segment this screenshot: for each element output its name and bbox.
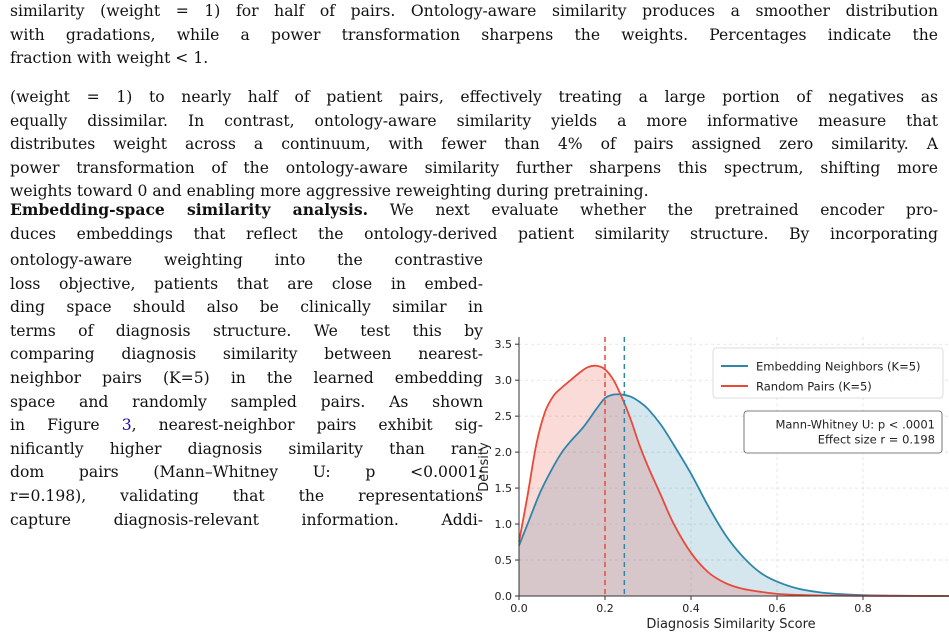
density-line-random [518, 364, 949, 597]
y-tick-label: 1.5 [495, 482, 513, 495]
body-line: ding space should also be clinically sim… [10, 298, 483, 317]
x-axis-label: Diagnosis Similarity Score [646, 617, 815, 632]
figure-link[interactable]: 3 [121, 416, 132, 435]
body-line: loss objective, patients that are close … [10, 274, 483, 293]
section-paragraph: Embedding-space similarity analysis. We … [10, 198, 938, 246]
y-tick-label: 1.0 [495, 518, 513, 531]
body-line: capture diagnosis-relevant information. … [10, 510, 483, 529]
y-axis-label: Density [477, 442, 492, 492]
annotation-box [743, 410, 943, 454]
chart-areas [519, 365, 949, 597]
body-line: terms of diagnosis structure. We test th… [10, 321, 483, 340]
y-tick-label: 3.0 [495, 374, 513, 387]
body-line: comparing diagnosis similarity between n… [10, 345, 483, 364]
body-line: power transformation of the ontology-awa… [10, 158, 938, 177]
legend-entry-random: Random Pairs (K=5) [756, 380, 872, 394]
body-line: dom pairs (Mann–Whitney U: p <0.0001; [10, 463, 483, 482]
density-area-random [519, 365, 949, 597]
body-line: equally dissimilar. In contrast, ontolog… [10, 111, 938, 130]
body-line: in Figure 3, nearest-neighbor pairs exhi… [10, 414, 483, 438]
legend-entry-embedding: Embedding Neighbors (K=5) [756, 360, 921, 374]
annotation-line-effect: Effect size r = 0.198 [818, 433, 935, 447]
body-line: ontology-aware weighting into the contra… [10, 251, 483, 269]
x-tick-label: 0.0 [510, 602, 528, 615]
left-column-paragraph: ontology-aware weighting into the contra… [10, 249, 483, 532]
chart-axes: 0.0 0.5 1.0 1.5 2.0 2.5 3.0 3.5 0.0 0.2 0.4 0.6 0.8 [495, 337, 949, 615]
x-tick-label: 0.4 [682, 602, 700, 615]
body-line: distributes weight across a continuum, w… [10, 135, 938, 154]
body-text: We next evaluate whether the pretrained … [368, 201, 938, 219]
y-tick-label: 0.0 [495, 590, 513, 603]
x-tick-label: 0.2 [596, 602, 614, 615]
density-chart: 0.00.51.01.52.02.53.03.50.0 0.2 0.4 0.6 0.8 … [477, 337, 949, 632]
caption-line: fraction with weight < 1. [10, 49, 209, 68]
x-tick-label: 0.6 [768, 602, 786, 615]
paragraph-heading: Embedding-space similarity analysis. [10, 200, 369, 219]
x-tick-label: 0.8 [854, 602, 872, 615]
stats-annotation: Mann-Whitney U: p < .0001 Effect size r … [743, 410, 943, 454]
body-line: space and randomly sampled pairs. As sho… [10, 392, 483, 411]
body-line: nificantly higher diagnosis similarity t… [10, 439, 483, 458]
body-line: neighbor pairs (K=5) in the learned embe… [10, 368, 483, 387]
chart-lines [518, 364, 949, 597]
caption-line: with gradations, while a power transform… [10, 25, 938, 44]
body-line: weights toward 0 and enabling more aggre… [10, 182, 649, 201]
body-line: duces embeddings that reflect the ontolo… [10, 224, 938, 243]
density-area-embedding [519, 394, 949, 596]
body-line: r=0.198), validating that the representa… [10, 486, 483, 505]
body-text: , nearest-neighbor pairs exhibit sig- [131, 416, 483, 435]
y-tick-label: 0.5 [495, 554, 513, 567]
caption-line: similarity (weight = 1) for half of pair… [10, 2, 938, 20]
body-text: in Figure [10, 416, 122, 435]
annotation-line-test: Mann-Whitney U: p < .0001 [775, 418, 935, 432]
body-line: Embedding-space similarity analysis. We … [10, 198, 938, 223]
chart-mean-lines [604, 337, 626, 596]
density-line-embedding [518, 393, 949, 597]
body-paragraph: (weight = 1) to nearly half of patient p… [10, 86, 938, 204]
legend-frame [712, 347, 944, 399]
figure-caption-fragment: similarity (weight = 1) for half of pair… [10, 0, 938, 71]
chart-legend: Embedding Neighbors (K=5) Random Pairs (… [712, 347, 944, 399]
y-tick-label: 2.5 [495, 410, 513, 423]
y-tick-label: 2.0 [495, 446, 513, 459]
y-tick-label: 3.5 [495, 338, 513, 351]
body-line: (weight = 1) to nearly half of patient p… [10, 88, 938, 106]
